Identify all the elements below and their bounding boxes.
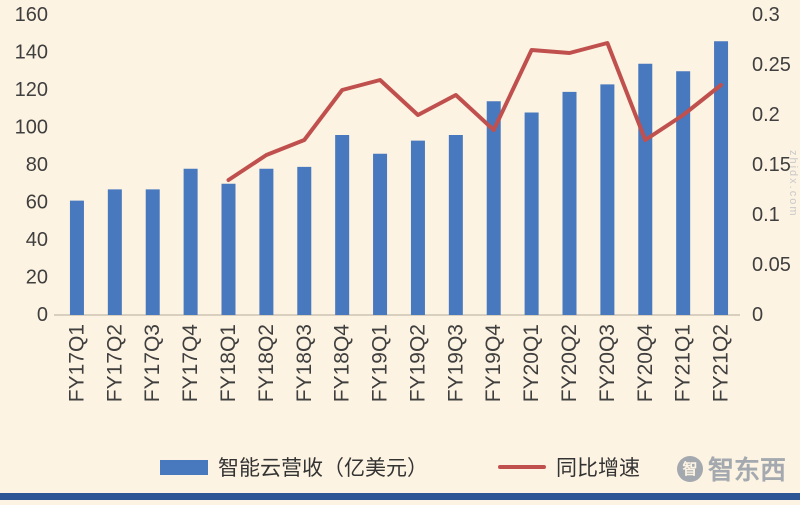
x-tick-label: FY19Q1 [369,324,392,402]
x-tick-label: FY17Q4 [179,324,202,403]
x-tick-label: FY20Q1 [520,324,543,402]
x-tick-label: FY19Q4 [482,324,505,403]
x-tick-label: FY17Q2 [103,324,126,402]
bar [373,153,388,315]
x-tick-label: FY17Q3 [141,324,164,402]
brand-logo-icon: 智 [676,455,703,482]
y-right-tick-label: 0.05 [752,254,791,276]
y-left-tick-label: 20 [26,267,48,289]
bar [638,63,653,315]
x-tick-label: FY21Q1 [672,324,695,402]
brand-watermark: 智 智东西 [676,450,786,487]
footer-bar [0,493,800,500]
bar [107,189,122,315]
brand-name: 智东西 [707,455,786,485]
bar-series-swatch [160,459,208,475]
x-tick-label: FY21Q2 [710,324,733,402]
x-tick-label: FY18Q3 [293,324,316,402]
bar [183,168,198,315]
bar [145,189,160,315]
bar [297,166,312,315]
x-tick-label: FY20Q3 [596,324,619,402]
legend-item-growth: 同比增速 [498,452,640,482]
y-right-tick-label: 0 [752,304,763,326]
x-tick-label: FY18Q2 [255,324,278,402]
y-left-tick-label: 100 [15,117,48,139]
bar [562,91,577,315]
bar [69,200,84,315]
y-left-tick-label: 120 [15,79,48,101]
legend-label-revenue: 智能云营收（亿美元） [218,457,428,480]
y-left-tick-label: 40 [26,229,48,251]
y-left-tick-label: 160 [15,4,48,26]
y-left-tick-label: 140 [15,42,48,64]
y-left-tick-label: 60 [26,192,48,214]
site-watermark: zhidx.com [787,150,799,218]
growth-line [226,41,724,182]
x-tick-label: FY19Q2 [406,324,429,402]
legend-label-growth: 同比增速 [556,457,640,480]
x-tick-label: FY20Q2 [558,324,581,402]
bar [524,112,539,315]
bar [486,101,501,315]
bar [448,135,463,315]
y-left-tick-label: 80 [26,154,48,176]
x-tick-label: FY18Q4 [331,324,354,403]
legend-item-revenue: 智能云营收（亿美元） [160,452,428,482]
line-series-swatch [498,465,546,469]
bar [600,84,615,315]
bar [335,135,350,315]
x-tick-label: FY20Q4 [634,324,657,403]
y-right-tick-label: 0.2 [752,104,780,126]
bar [714,41,729,315]
y-right-tick-label: 0.1 [752,204,780,226]
bar [410,140,425,315]
y-left-tick-label: 0 [37,304,48,326]
y-right-tick-label: 0.15 [752,154,791,176]
y-right-tick-label: 0.3 [752,4,780,26]
bar [221,183,236,315]
x-tick-label: FY18Q1 [217,324,240,402]
bar [259,168,274,315]
y-right-tick-label: 0.25 [752,54,791,76]
bar [676,71,691,315]
legend: 智能云营收（亿美元） 同比增速 [0,452,800,482]
x-tick-label: FY19Q3 [444,324,467,402]
x-tick-label: FY17Q1 [65,324,88,402]
